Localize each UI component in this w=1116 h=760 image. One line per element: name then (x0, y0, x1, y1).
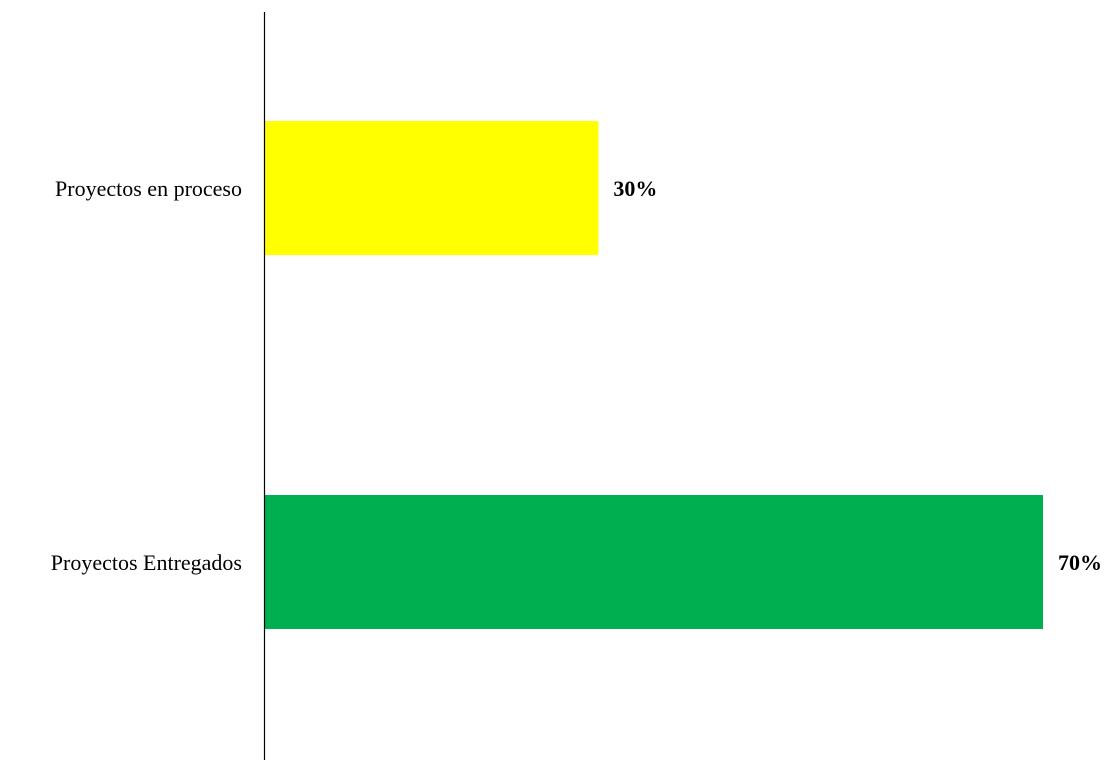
data-label-2: 70% (1058, 550, 1102, 575)
data-label-1: 30% (613, 176, 657, 201)
category-label-2: Proyectos Entregados (51, 550, 242, 575)
bars-layer (265, 121, 1043, 629)
labels-layer: Proyectos en proceso 30% Proyectos Entrega… (51, 176, 1102, 575)
category-label-1: Proyectos en proceso (55, 176, 242, 201)
bar-1 (265, 121, 599, 255)
bar-2 (265, 495, 1043, 629)
